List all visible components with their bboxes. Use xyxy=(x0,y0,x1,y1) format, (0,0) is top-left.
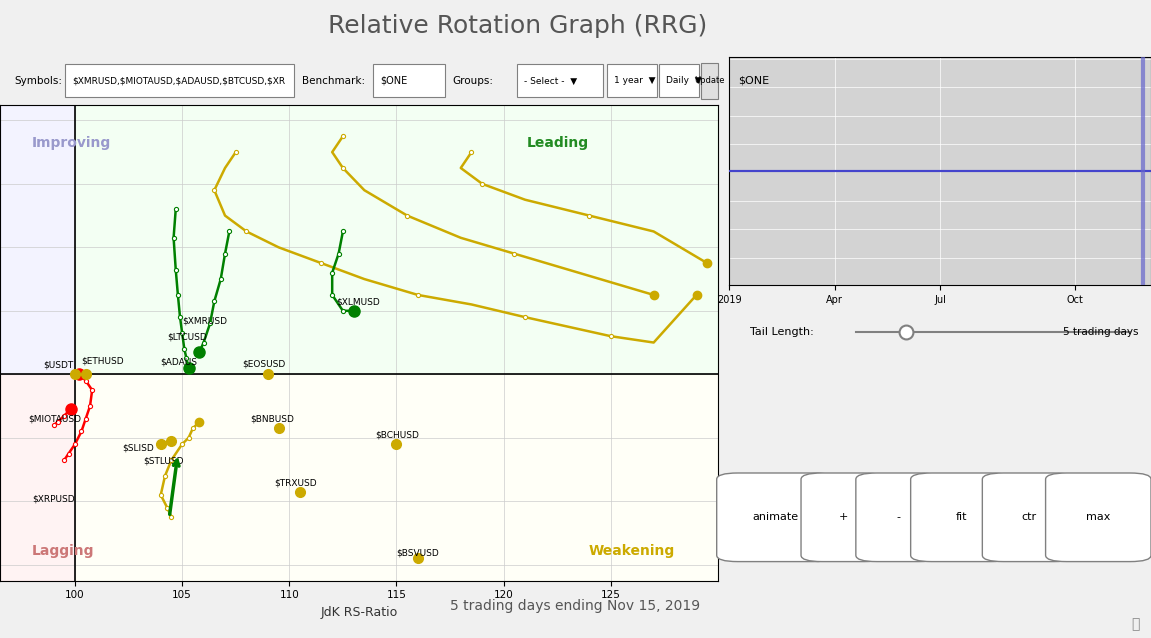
Text: Leading: Leading xyxy=(527,137,589,150)
Text: $BCHUSD: $BCHUSD xyxy=(375,431,419,440)
Text: $SLISD: $SLISD xyxy=(122,443,154,452)
Text: Improving: Improving xyxy=(32,137,112,150)
X-axis label: JdK RS-Ratio: JdK RS-Ratio xyxy=(320,606,397,619)
FancyBboxPatch shape xyxy=(607,64,657,98)
Text: $ONE: $ONE xyxy=(738,76,769,85)
Text: 5 trading days ending Nov 15, 2019: 5 trading days ending Nov 15, 2019 xyxy=(450,600,701,613)
FancyBboxPatch shape xyxy=(373,64,445,98)
Text: $TRXUSD: $TRXUSD xyxy=(274,478,317,487)
Text: - Select -  ▼: - Select - ▼ xyxy=(524,77,578,85)
Text: 1 year  ▼: 1 year ▼ xyxy=(613,77,655,85)
Text: Benchmark:: Benchmark: xyxy=(302,76,365,86)
FancyBboxPatch shape xyxy=(660,64,699,98)
Text: Groups:: Groups: xyxy=(452,76,494,86)
Text: Weakening: Weakening xyxy=(589,544,676,558)
Text: $XMRUSD,$MIOTAUSD,$ADAUSD,$BTCUSD,$XR: $XMRUSD,$MIOTAUSD,$ADAUSD,$BTCUSD,$XR xyxy=(71,77,285,85)
Text: $LTCUSD: $LTCUSD xyxy=(167,332,207,341)
Text: $XLMUSD: $XLMUSD xyxy=(336,297,380,306)
Text: $MIOTAUSD: $MIOTAUSD xyxy=(28,415,81,424)
FancyBboxPatch shape xyxy=(717,473,834,561)
FancyBboxPatch shape xyxy=(1045,473,1151,561)
Text: Update: Update xyxy=(694,77,725,85)
Text: $BSVUSD: $BSVUSD xyxy=(396,548,440,557)
Text: -: - xyxy=(895,512,900,523)
FancyBboxPatch shape xyxy=(856,473,940,561)
Text: ctr: ctr xyxy=(1021,512,1036,523)
FancyBboxPatch shape xyxy=(801,473,885,561)
FancyBboxPatch shape xyxy=(982,473,1075,561)
Text: $XMRUSD: $XMRUSD xyxy=(182,316,227,325)
Text: max: max xyxy=(1087,512,1111,523)
Text: Daily  ▼: Daily ▼ xyxy=(666,77,702,85)
Text: $STLUSD: $STLUSD xyxy=(144,456,184,465)
Text: 5 trading days: 5 trading days xyxy=(1062,327,1138,337)
Text: animate: animate xyxy=(753,512,799,523)
Text: $ETHUSD: $ETHUSD xyxy=(82,356,124,365)
FancyBboxPatch shape xyxy=(910,473,1012,561)
Text: $XRPUSD: $XRPUSD xyxy=(32,494,75,503)
Text: +: + xyxy=(839,512,848,523)
Text: $ADAUS: $ADAUS xyxy=(161,358,198,367)
FancyBboxPatch shape xyxy=(64,64,295,98)
Text: $ONE: $ONE xyxy=(381,76,407,86)
Text: $EOSUSD: $EOSUSD xyxy=(242,359,285,368)
Text: Relative Rotation Graph (RRG): Relative Rotation Graph (RRG) xyxy=(328,14,708,38)
Text: Lagging: Lagging xyxy=(32,544,94,558)
Text: fit: fit xyxy=(955,512,967,523)
Text: ⤢: ⤢ xyxy=(1131,618,1139,632)
Text: Tail Length:: Tail Length: xyxy=(750,327,814,337)
Text: $USDT: $USDT xyxy=(43,361,74,370)
Text: Symbols:: Symbols: xyxy=(14,76,62,86)
FancyBboxPatch shape xyxy=(517,64,603,98)
FancyBboxPatch shape xyxy=(701,63,718,99)
Text: $BNBUSD: $BNBUSD xyxy=(251,415,295,424)
